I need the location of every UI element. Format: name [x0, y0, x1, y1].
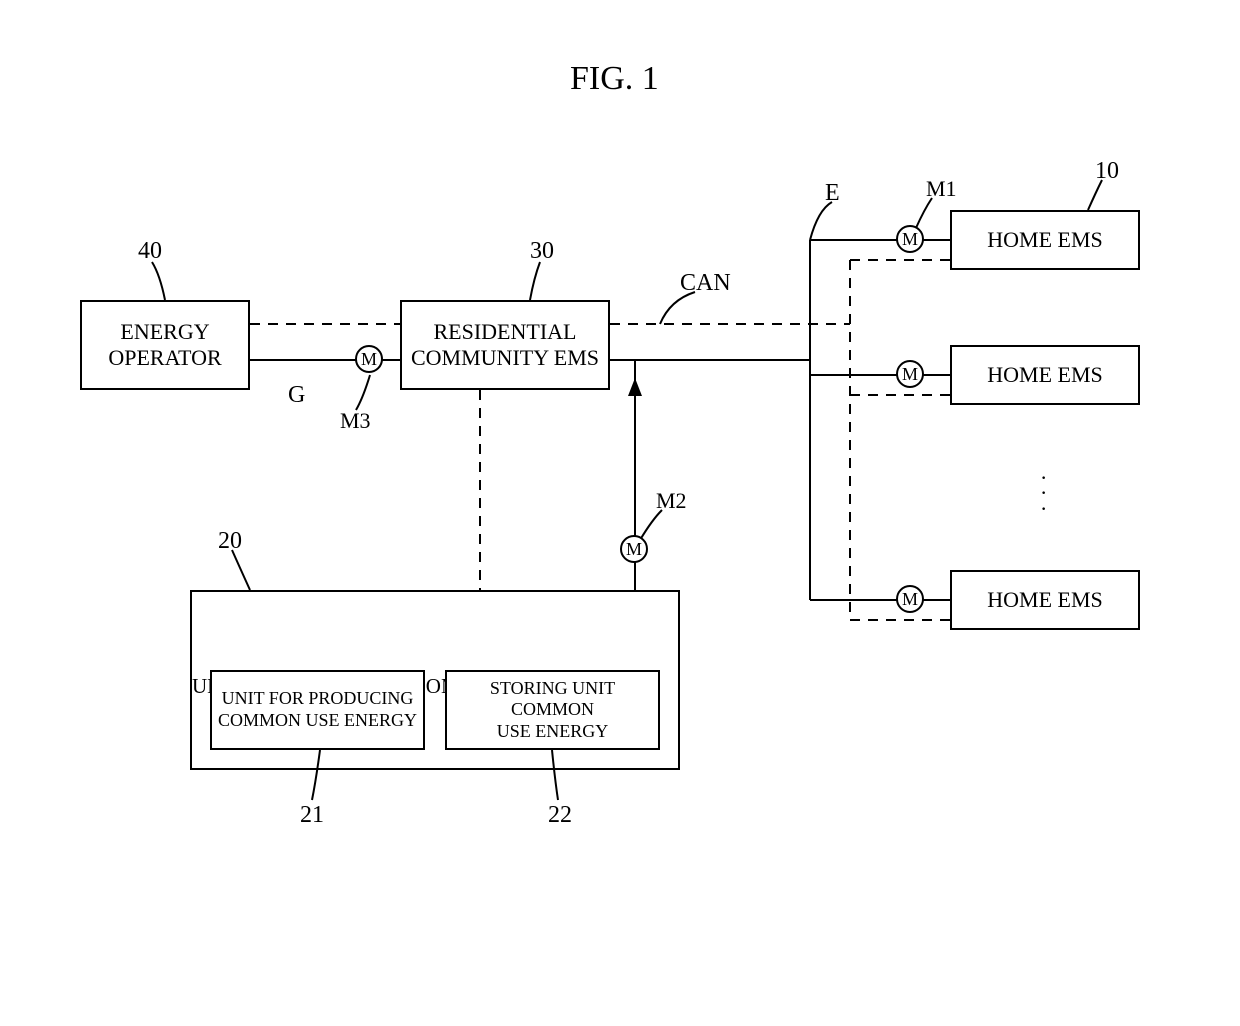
- residential-ems-label: RESIDENTIAL COMMUNITY EMS: [411, 319, 599, 372]
- home-ems-3-label: HOME EMS: [987, 587, 1103, 613]
- home-ems-2-label: HOME EMS: [987, 362, 1103, 388]
- home-ems-1-label: HOME EMS: [987, 227, 1103, 253]
- producing-unit-box: UNIT FOR PRODUCING COMMON USE ENERGY: [210, 670, 425, 750]
- meter-home2: M: [896, 360, 924, 388]
- ref-40: 40: [138, 238, 162, 265]
- ref-10: 10: [1095, 158, 1119, 185]
- meter-m3: M: [355, 345, 383, 373]
- figure-title: FIG. 1: [570, 60, 659, 98]
- meter-m1: M: [896, 225, 924, 253]
- ref-20: 20: [218, 528, 242, 555]
- label-e: E: [825, 180, 840, 207]
- label-m2: M2: [656, 488, 687, 514]
- ellipsis-icon: ···: [1040, 470, 1047, 516]
- label-m3: M3: [340, 408, 371, 434]
- connectors-layer: [0, 0, 1240, 1026]
- home-ems-2-box: HOME EMS: [950, 345, 1140, 405]
- energy-operator-label: ENERGY OPERATOR: [108, 319, 221, 372]
- storing-unit-label: STORING UNIT COMMON USE ENERGY: [447, 678, 658, 743]
- energy-operator-box: ENERGY OPERATOR: [80, 300, 250, 390]
- label-can: CAN: [680, 270, 731, 297]
- ref-21: 21: [300, 802, 324, 829]
- home-ems-3-box: HOME EMS: [950, 570, 1140, 630]
- meter-m2: M: [620, 535, 648, 563]
- producing-unit-label: UNIT FOR PRODUCING COMMON USE ENERGY: [218, 688, 417, 731]
- home-ems-1-box: HOME EMS: [950, 210, 1140, 270]
- residential-ems-box: RESIDENTIAL COMMUNITY EMS: [400, 300, 610, 390]
- storing-unit-box: STORING UNIT COMMON USE ENERGY: [445, 670, 660, 750]
- ref-30: 30: [530, 238, 554, 265]
- ref-22: 22: [548, 802, 572, 829]
- diagram-canvas: FIG. 1: [0, 0, 1240, 1026]
- meter-home3: M: [896, 585, 924, 613]
- label-g: G: [288, 382, 305, 409]
- label-m1: M1: [926, 176, 957, 202]
